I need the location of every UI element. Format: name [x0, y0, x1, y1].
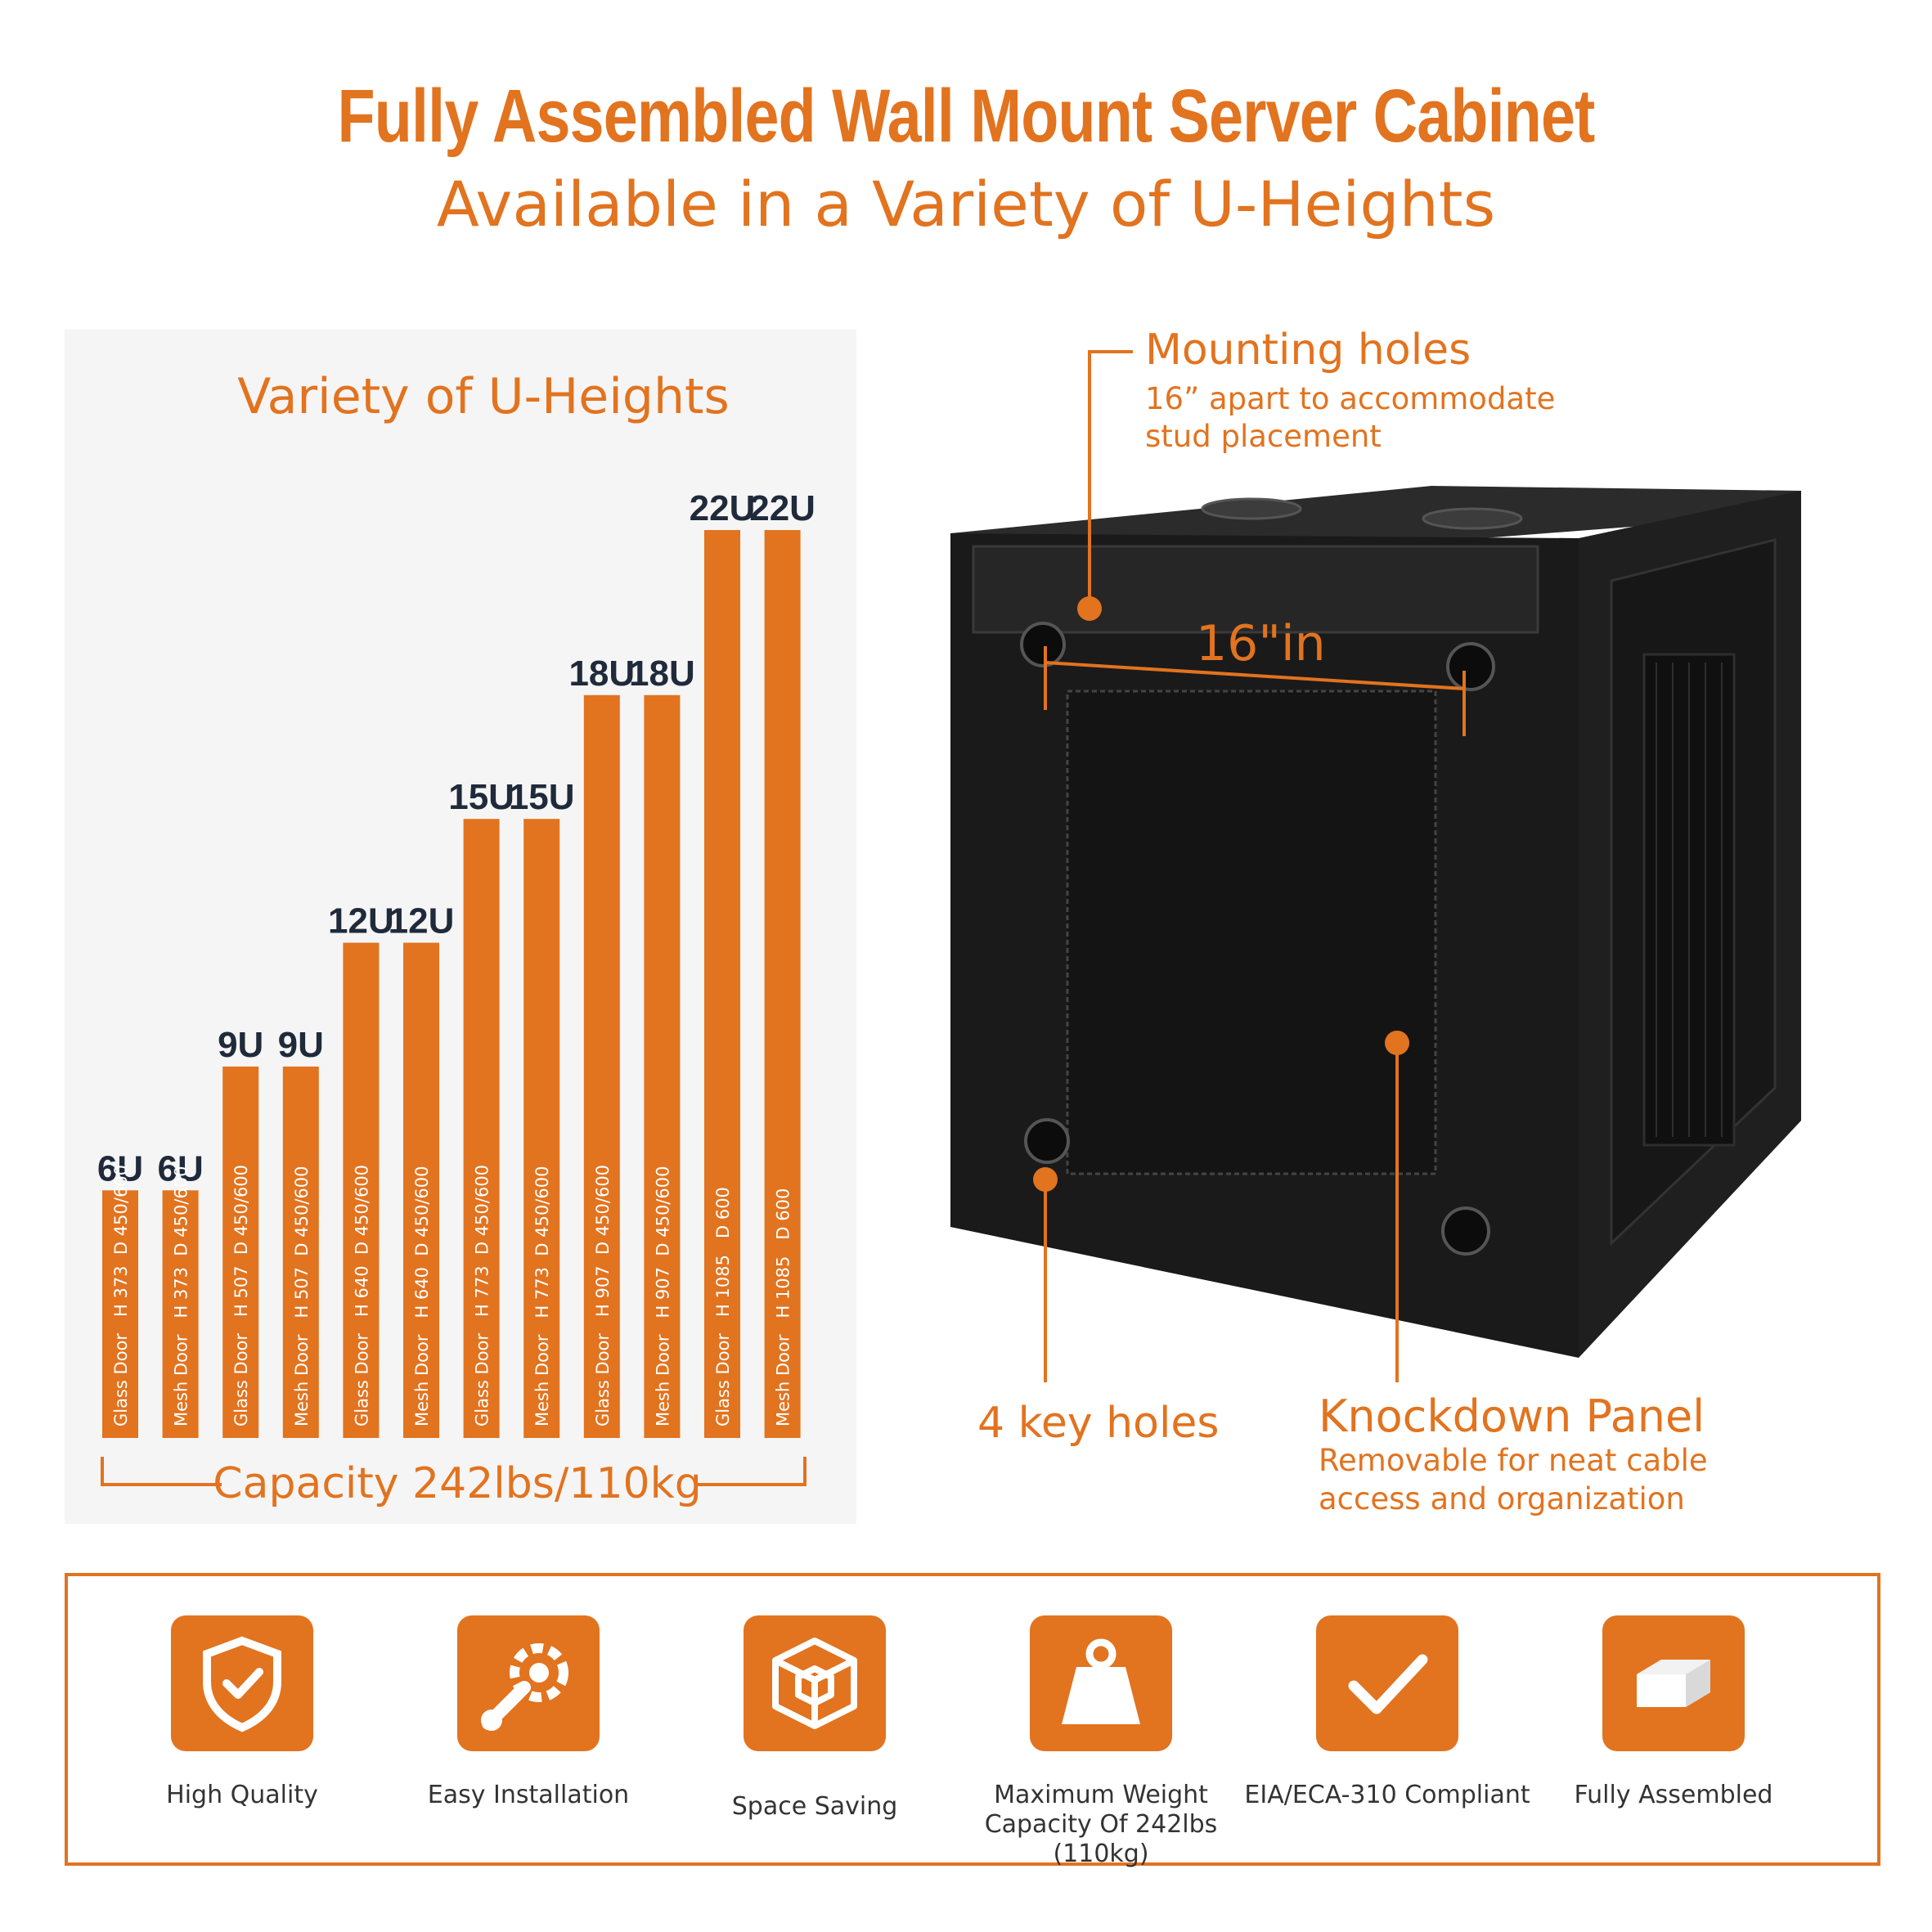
bar-category-label: 12U — [328, 901, 394, 941]
bar-category-label: 6U — [157, 1148, 203, 1188]
bar-spec-label: Mesh Door H 373 D 450/600 — [172, 1166, 191, 1427]
bar-spec-label: Mesh Door H 640 D 450/600 — [412, 1166, 432, 1427]
bar-spec-label: Mesh Door H 773 D 450/600 — [532, 1166, 552, 1427]
feature-space-saving: Space Saving — [667, 1615, 962, 1822]
page-subtitle: Available in a Variety of U-Heights — [436, 168, 1496, 240]
feature-high-quality: High Quality — [95, 1615, 389, 1810]
feature-eia-compliant: EIA/ECA-310 Compliant — [1240, 1615, 1534, 1810]
shield-check-icon — [171, 1615, 313, 1751]
bar-category-label: 12U — [389, 901, 455, 941]
bar-category-label: 15U — [509, 777, 575, 817]
key-holes-label: 4 key holes — [977, 1399, 1220, 1448]
mounting-holes-title: Mounting holes — [1145, 326, 1471, 375]
cube-icon — [744, 1615, 886, 1751]
bar-spec-label: Glass Door H 773 D 450/600 — [473, 1165, 492, 1427]
weight-icon — [1030, 1615, 1172, 1751]
capacity-bracket — [101, 1457, 806, 1486]
bar-8 — [583, 694, 620, 1438]
bar-7 — [523, 819, 560, 1438]
bar-category-label: 18U — [629, 654, 695, 694]
bar-category-label: 6U — [97, 1148, 143, 1188]
feature-label: Fully Assembled — [1574, 1781, 1773, 1809]
bar-spec-label: Mesh Door H 1085 D 600 — [774, 1188, 793, 1427]
feature-label: Space Saving — [731, 1792, 898, 1821]
features-box: High Quality Easy Installation Space Sav… — [65, 1573, 1880, 1869]
bar-spec-label: Mesh Door H 907 D 450/600 — [653, 1166, 672, 1427]
bar-10 — [704, 530, 740, 1438]
chart-title: Variety of U-Heights — [237, 368, 730, 425]
bar-5 — [403, 942, 439, 1438]
bar-category-label: 22U — [690, 488, 756, 528]
bar-spec-label: Glass Door H 373 D 450/600 — [111, 1165, 131, 1427]
bar-spec-label: Glass Door H 507 D 450/600 — [231, 1165, 251, 1427]
bar-category-label: 18U — [568, 654, 635, 694]
feature-fully-assembled: Fully Assembled — [1526, 1615, 1821, 1810]
bar-4 — [343, 942, 380, 1438]
feature-label: Easy Installation — [427, 1781, 630, 1809]
feature-easy-installation: Easy Installation — [381, 1615, 676, 1810]
bar-category-label: 9U — [278, 1025, 324, 1065]
capacity-label: Capacity 242lbs/110kg — [213, 1459, 701, 1508]
feature-label: EIA/ECA-310 Compliant — [1244, 1781, 1530, 1809]
bar-category-label: 15U — [448, 777, 514, 817]
bar-1 — [162, 1190, 199, 1438]
bar-spec-label: Mesh Door H 507 D 450/600 — [292, 1166, 312, 1427]
bar-category-label: 22U — [749, 488, 815, 528]
bar-11 — [764, 530, 801, 1438]
mounting-holes-desc: 16” apart to accommodate stud placement — [1145, 381, 1556, 454]
bar-9 — [644, 694, 681, 1438]
checkmark-icon — [1316, 1615, 1458, 1751]
server-cabinet-image — [950, 486, 1801, 1358]
dimension-label: 16"in — [1196, 615, 1326, 672]
knockdown-panel-title: Knockdown Panel — [1319, 1391, 1705, 1442]
feature-max-weight: Maximum Weight Capacity Of 242lbs (110kg… — [954, 1615, 1248, 1869]
bar-3 — [282, 1066, 319, 1438]
bar-spec-label: Glass Door H 1085 D 600 — [713, 1187, 733, 1427]
feature-label: Maximum Weight Capacity Of 242lbs (110kg… — [984, 1781, 1218, 1868]
bar-spec-label: Glass Door H 907 D 450/600 — [593, 1165, 613, 1427]
knockdown-panel-desc: Removable for neat cable access and orga… — [1319, 1443, 1708, 1516]
box-icon — [1602, 1615, 1745, 1751]
feature-label: High Quality — [166, 1781, 318, 1809]
bar-6 — [463, 819, 500, 1438]
wrench-gear-icon — [457, 1615, 600, 1751]
page-title: Fully Assembled Wall Mount Server Cabine… — [337, 74, 1596, 158]
bar-2 — [222, 1066, 259, 1438]
bar-0 — [102, 1190, 138, 1438]
bar-spec-label: Glass Door H 640 D 450/600 — [352, 1165, 371, 1427]
bar-category-label: 9U — [218, 1025, 263, 1065]
